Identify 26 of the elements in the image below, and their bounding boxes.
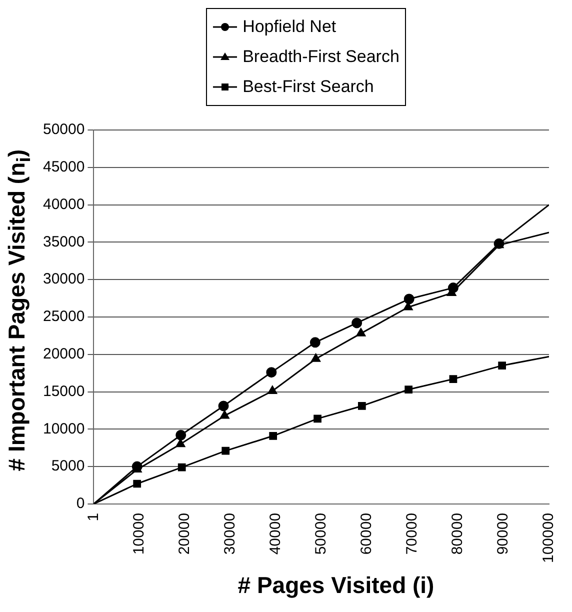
- y-tick-label: 35000: [42, 233, 85, 250]
- x-axis-title: # Pages Visited (i): [236, 572, 436, 599]
- x-tick-label: 50000: [312, 512, 330, 555]
- x-tick-label: 90000: [494, 512, 512, 555]
- legend-label: Best-First Search: [242, 77, 374, 97]
- x-tick-label: 20000: [176, 512, 193, 555]
- y-tick-label: 10000: [42, 420, 85, 438]
- y-tick-label: 0: [76, 495, 85, 512]
- y-tick-label: 5000: [51, 458, 85, 475]
- y-tick-label: 50000: [42, 121, 85, 138]
- x-tick-label: 10000: [130, 512, 148, 555]
- x-tick-label: 80000: [449, 512, 466, 555]
- x-tick-label: 100000: [540, 512, 558, 564]
- y-tick-label: 25000: [42, 308, 85, 326]
- legend-label: Breadth-First Search: [242, 47, 400, 67]
- x-tick-label: 70000: [404, 512, 421, 555]
- y-tick-label: 30000: [42, 270, 85, 288]
- y-tick-label: 15000: [42, 382, 85, 400]
- legend-label: Hopfield Net: [242, 17, 336, 37]
- x-tick-label: 1: [84, 512, 102, 522]
- x-tick-label: 60000: [358, 512, 376, 555]
- y-tick-label: 40000: [42, 196, 85, 213]
- y-tick-label: 45000: [42, 158, 85, 176]
- x-tick-label: 30000: [221, 512, 238, 555]
- y-tick-label: 20000: [42, 346, 85, 363]
- x-tick-label: 40000: [266, 512, 284, 555]
